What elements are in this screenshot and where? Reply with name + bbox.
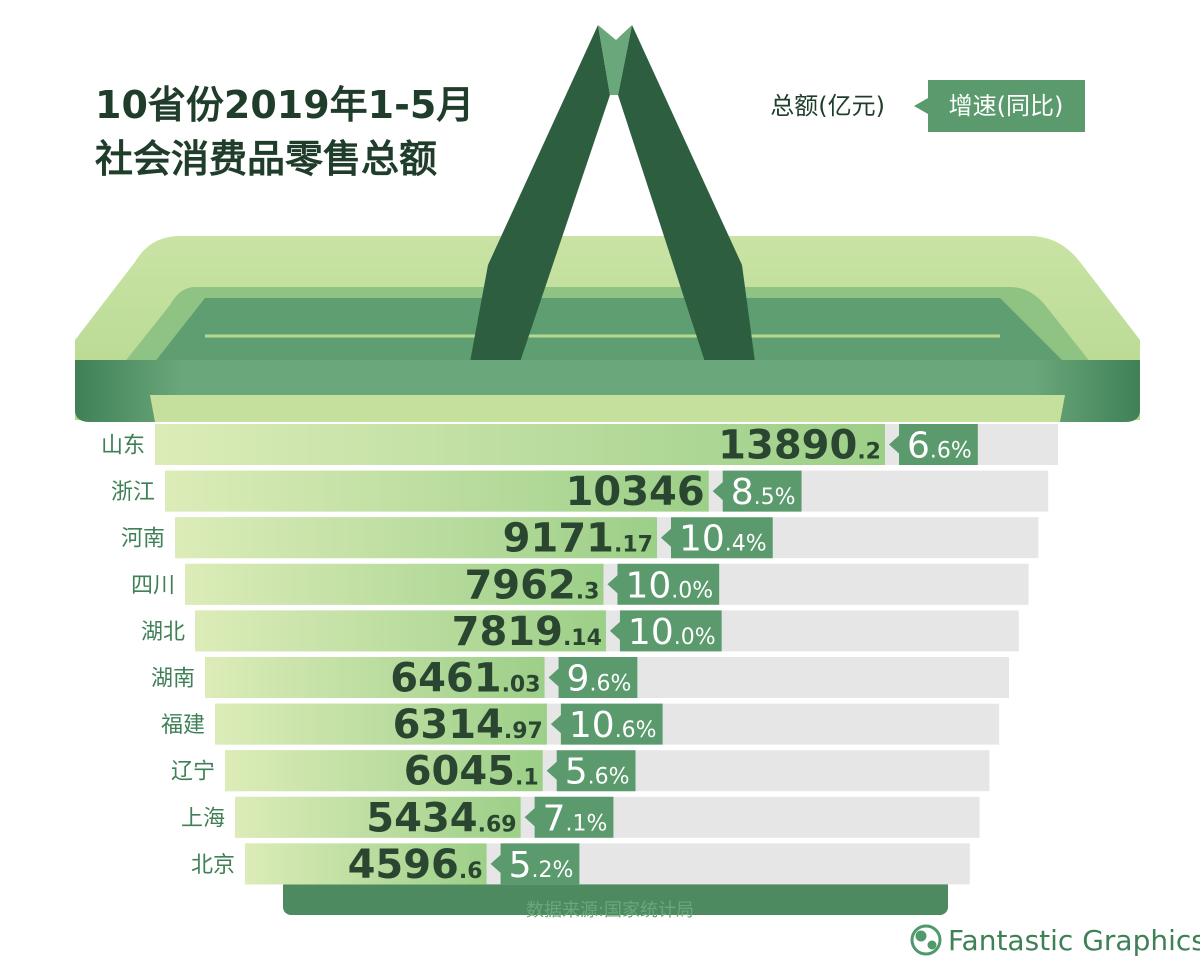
growth-box [490,843,580,885]
growth-label: 9.6% [567,659,632,700]
handle-left [470,25,610,362]
category-label: 河南 [121,527,165,552]
growth-label: 10.0% [625,565,713,606]
handle-top [598,25,632,95]
growth-label: 5.6% [565,752,630,793]
category-label: 湖北 [141,620,185,645]
bar [245,843,487,885]
bar [215,703,547,745]
bar [235,796,521,838]
bar [155,424,885,465]
value-label: 13890.2 [718,423,881,469]
bar [185,563,604,605]
growth-box [609,610,722,652]
legend-label: 增速(同比) [949,92,1064,120]
bar [175,517,657,559]
legend-swatch [914,80,1085,132]
value-label: 9171.17 [503,516,653,562]
growth-label: 5.2% [509,845,574,886]
bar [205,657,545,698]
growth-box [546,750,636,792]
brand: Fantastic Graphics [948,924,1200,957]
value-label: 6461.03 [390,656,540,702]
value-label: 4596.6 [348,842,483,888]
growth-box [712,470,802,512]
growth-box [524,796,614,838]
basket-band-top [150,395,1065,422]
growth-label: 10.4% [679,519,767,560]
rows: 山东 13890.2 6.6% 浙江 10346 8.5% 河南 9171.17 10.4% 四川… [101,423,1058,888]
value-label: 7819.14 [452,609,602,655]
category-label: 山东 [101,434,145,459]
value-label: 10346 [566,469,705,515]
growth-label: 8.5% [731,472,796,513]
category-label: 四川 [131,573,175,598]
value-label: 7962.3 [464,562,599,608]
legend-label: 总额(亿元) [770,92,885,120]
handle-right [618,25,755,362]
growth-label: 10.6% [569,705,657,746]
growth-box [550,703,663,745]
growth-box [889,424,978,465]
growth-label: 10.0% [628,612,716,653]
value-label: 6045.1 [404,749,539,795]
value-label: 6314.97 [393,702,543,748]
growth-label: 7.1% [543,798,608,839]
value-label: 5434.69 [366,795,516,841]
category-label: 辽宁 [171,760,215,785]
bar [195,610,606,652]
brand-icon [910,924,942,956]
chart-title: 社会消费品零售总额 [95,137,437,181]
bar [165,470,709,512]
chart-title: 10省份2019年1-5月 [95,83,474,127]
category-label: 浙江 [111,480,155,505]
growth-box [607,563,720,605]
source: 数据来源:国家统计局 [526,900,694,921]
growth-box [548,657,638,698]
category-label: 北京 [191,853,235,878]
category-label: 湖南 [151,667,195,692]
bar [225,750,543,792]
growth-box [660,517,773,559]
basket-opening [150,298,1070,368]
growth-label: 6.6% [907,426,972,467]
category-label: 福建 [161,713,205,738]
category-label: 上海 [181,806,225,831]
